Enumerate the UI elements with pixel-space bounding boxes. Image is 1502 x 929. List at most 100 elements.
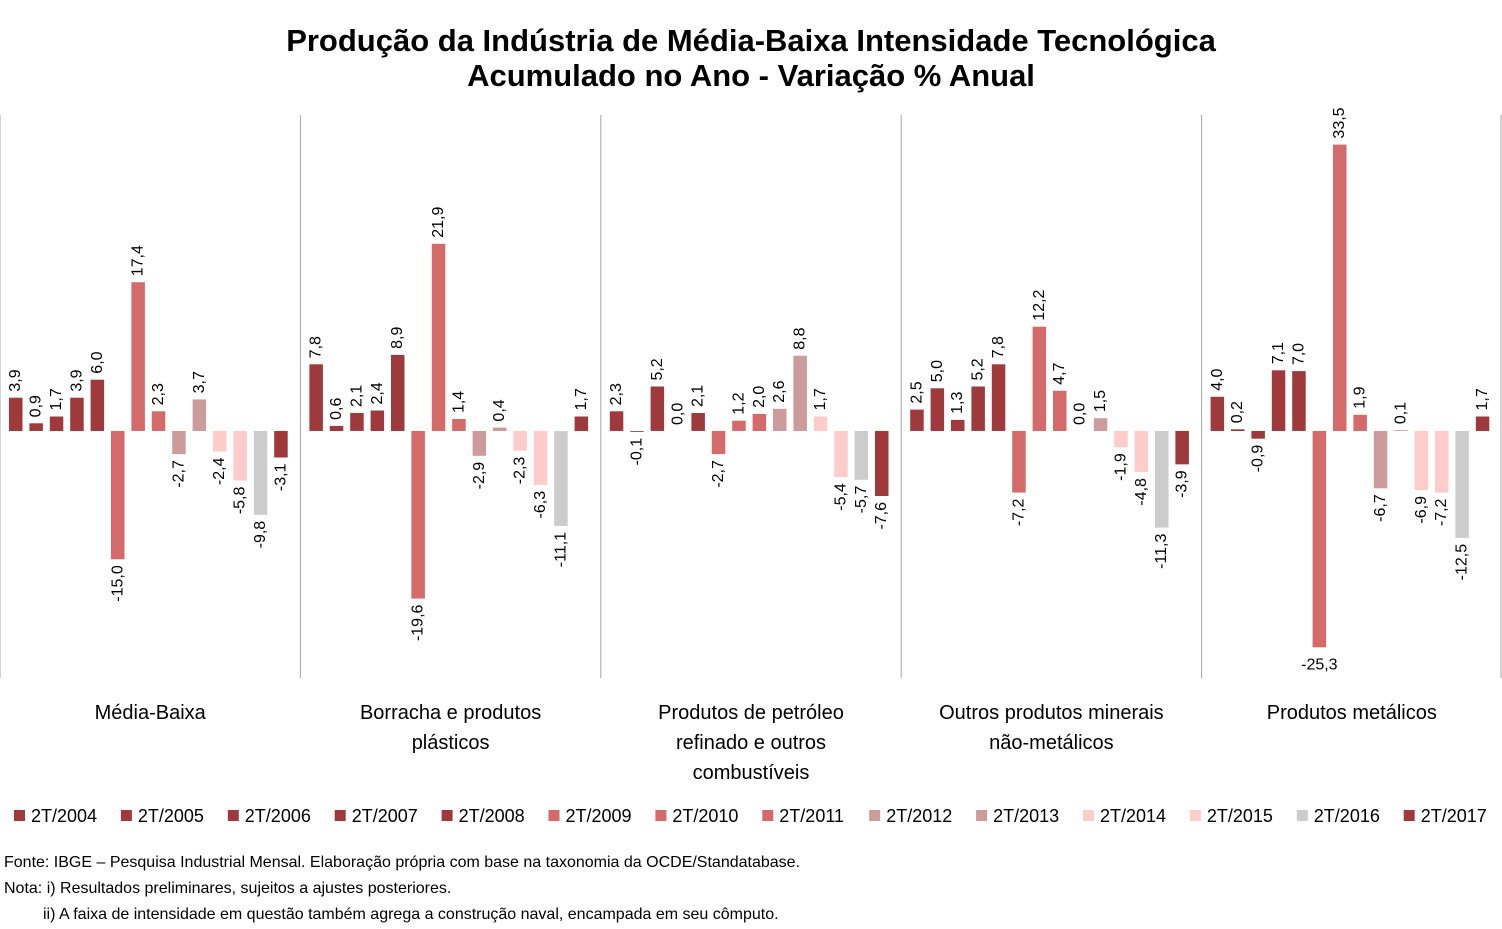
data-label: -3,1 (272, 463, 289, 491)
data-label: 1,2 (730, 392, 747, 414)
data-label: -11,3 (1153, 534, 1170, 569)
legend-entry: 2T/2004 (31, 806, 97, 826)
legend-entry: 2T/2008 (459, 806, 525, 826)
bar (513, 431, 527, 451)
legend-swatch (120, 810, 132, 821)
data-label: 2,3 (150, 383, 167, 405)
legend-swatch (334, 810, 346, 821)
data-label: 17,4 (130, 245, 147, 276)
data-label: -6,9 (1413, 496, 1430, 524)
bar (793, 355, 807, 432)
note-1: Nota: i) Resultados preliminares, sujeit… (4, 880, 452, 897)
data-label: 5,2 (970, 358, 987, 380)
data-label: 1,4 (450, 391, 467, 413)
bar (1093, 418, 1108, 432)
data-label: 8,8 (792, 327, 809, 349)
category-label: Média-Baixa (95, 702, 207, 724)
note-2: ii) A faixa de intensidade em questão ta… (43, 906, 779, 923)
data-label: 1,9 (1352, 386, 1369, 408)
bar (991, 364, 1006, 431)
category-label: Produtos de petróleo (658, 702, 844, 724)
bar (1175, 431, 1189, 465)
legend-swatch (1189, 810, 1201, 821)
bar (192, 399, 207, 432)
data-label: 2,0 (751, 386, 768, 408)
legend-swatch (14, 810, 25, 821)
data-label: 0,4 (491, 399, 508, 421)
data-label: -0,9 (1250, 445, 1267, 473)
data-label: 7,8 (990, 336, 1007, 358)
bar-chart: Produção da Indústria de Média-Baixa Int… (0, 23, 1502, 826)
chart-title-line: Acumulado no Ano - Variação % Anual (467, 58, 1035, 93)
legend: 2T/2004 2T/2005 2T/2006 2T/2007 2T/2008 2T/20… (14, 806, 1487, 826)
data-label: -2,4 (211, 457, 228, 485)
bar (875, 431, 889, 496)
data-label: 3,7 (191, 371, 208, 393)
bar (1475, 416, 1490, 432)
data-label: -2,9 (471, 462, 488, 490)
bar (1435, 431, 1449, 493)
bar (309, 364, 323, 431)
data-label: 2,1 (348, 385, 365, 407)
data-label: 1,7 (573, 388, 590, 410)
data-label: 7,1 (1270, 342, 1287, 364)
bar (910, 409, 924, 431)
data-label: 4,7 (1051, 362, 1068, 384)
bar (951, 419, 965, 432)
legend-swatch (548, 810, 560, 821)
bar (431, 243, 446, 432)
data-label: 3,9 (7, 369, 24, 391)
data-label: -7,2 (1433, 498, 1450, 526)
bar (773, 408, 787, 432)
data-label: -5,8 (232, 486, 249, 514)
bar (151, 411, 166, 431)
bar (111, 431, 125, 560)
bar (691, 413, 705, 431)
data-label: 0,9 (28, 395, 45, 417)
legend-swatch (762, 810, 774, 821)
data-label: 1,7 (1474, 388, 1491, 410)
legend-entry: 2T/2006 (245, 806, 311, 826)
bar (752, 413, 767, 431)
legend-entry: 2T/2014 (1100, 806, 1166, 826)
data-label: -12,5 (1454, 544, 1471, 581)
category-label: Produtos metálicos (1267, 702, 1437, 724)
legend-swatch (441, 810, 453, 821)
bar (711, 431, 726, 455)
data-label: 21,9 (430, 207, 447, 238)
data-label: -7,2 (1010, 498, 1027, 526)
legend-swatch (1296, 810, 1308, 821)
bar (472, 431, 487, 456)
category-label: combustíveis (693, 762, 810, 784)
data-label: 2,3 (608, 383, 625, 405)
bar (172, 431, 186, 455)
bar (813, 416, 828, 432)
data-label: 2,6 (771, 380, 788, 402)
bar (370, 410, 385, 432)
data-label: 12,2 (1031, 289, 1048, 320)
data-label: 3,9 (68, 369, 85, 391)
legend-entry: 2T/2009 (566, 806, 632, 826)
legend-swatch (1083, 810, 1094, 821)
legend-swatch (976, 810, 988, 821)
legend-entry: 2T/2012 (886, 806, 952, 826)
legend-swatch (1403, 810, 1415, 821)
data-label: -4,8 (1133, 478, 1150, 506)
data-label: -0,1 (628, 438, 645, 466)
bar (1271, 370, 1286, 431)
legend-entry: 2T/2007 (352, 806, 418, 826)
bar (1373, 431, 1388, 489)
data-label: -5,4 (832, 483, 849, 511)
data-label: 5,0 (929, 360, 946, 382)
data-label: -7,6 (873, 502, 890, 530)
data-label: 7,0 (1290, 343, 1307, 365)
legend-entry: 2T/2017 (1421, 806, 1487, 826)
legend-entry: 2T/2011 (779, 806, 844, 826)
data-label: 6,0 (89, 351, 106, 373)
bar (233, 431, 247, 481)
data-label: -2,3 (512, 457, 529, 485)
bar (1210, 396, 1225, 431)
bar (274, 431, 288, 458)
bar (391, 354, 405, 431)
category-separators (0, 115, 1502, 678)
